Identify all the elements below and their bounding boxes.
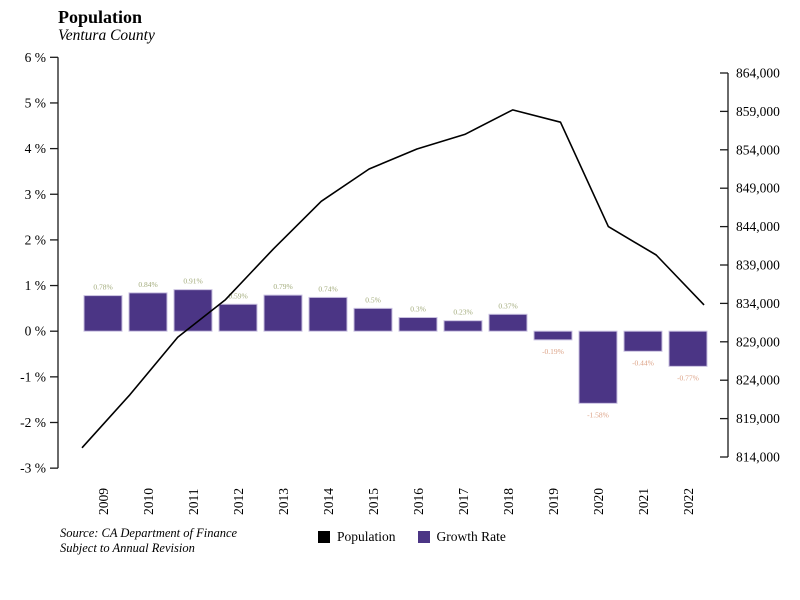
bar-value-label: 0.37% (498, 301, 517, 310)
growth-rate-bar (263, 294, 303, 332)
left-axis-tick-label: 3 % (25, 187, 46, 202)
growth-rate-bar (443, 320, 483, 332)
year-label: 2021 (636, 488, 651, 515)
year-label: 2010 (141, 488, 156, 515)
left-axis-tick-label: 6 % (25, 50, 46, 65)
source-line-2: Subject to Annual Revision (60, 541, 195, 555)
legend-label-population: Population (337, 529, 396, 544)
right-axis-tick-label: 864,000 (736, 66, 780, 81)
left-axis-tick-label: -2 % (20, 415, 46, 430)
legend-item-growth-rate: Growth Rate (417, 529, 506, 545)
right-axis-tick-label: 849,000 (736, 181, 780, 196)
growth-rate-bar (308, 296, 348, 332)
right-axis-tick-label: 839,000 (736, 258, 780, 273)
left-axis-tick-label: 0 % (25, 324, 46, 339)
year-label: 2020 (591, 488, 606, 515)
year-label: 2019 (546, 488, 561, 515)
right-axis-tick-label: 854,000 (736, 142, 780, 157)
bar-value-label: 0.84% (138, 280, 157, 289)
bar-value-label: 0.3% (410, 305, 426, 314)
year-label: 2018 (501, 488, 516, 515)
right-axis-tick-label: 829,000 (736, 334, 780, 349)
bar-value-label: 0.59% (228, 291, 247, 300)
year-label: 2022 (681, 488, 696, 515)
growth-rate-bar (668, 330, 708, 367)
year-label: 2015 (366, 488, 381, 515)
page-title: Population (58, 7, 143, 27)
right-axis-tick-label: 859,000 (736, 104, 780, 119)
bar-value-label: -0.44% (632, 358, 654, 367)
year-label: 2011 (186, 489, 201, 516)
growth-rate-bar (83, 295, 123, 332)
bar-value-label: 0.74% (318, 284, 337, 293)
year-label: 2017 (456, 488, 471, 515)
growth-rate-bar (353, 307, 393, 332)
year-label: 2016 (411, 488, 426, 515)
bar-value-label: -0.77% (677, 373, 699, 382)
left-axis-tick-label: -1 % (20, 369, 46, 384)
growth-rate-bar (578, 330, 618, 404)
page-subtitle: Ventura County (58, 27, 155, 44)
bar-value-label: -0.19% (542, 347, 564, 356)
left-axis-tick-label: 5 % (25, 95, 46, 110)
right-axis-tick-label: 819,000 (736, 411, 780, 426)
growth-rate-bar (128, 292, 168, 332)
right-axis-tick-label: 814,000 (736, 450, 780, 465)
bar-value-label: -1.58% (587, 410, 609, 419)
left-axis-tick-label: 1 % (25, 278, 46, 293)
growth-rate-bar (623, 330, 663, 352)
right-axis-tick-label: 834,000 (736, 296, 780, 311)
growth-rate-bar (533, 330, 573, 341)
right-axis-tick-label: 844,000 (736, 219, 780, 234)
source-note: Source: CA Department of Finance Subject… (60, 526, 237, 556)
left-axis-tick-label: 2 % (25, 232, 46, 247)
bar-value-label: 0.5% (365, 295, 381, 304)
left-axis-tick-label: -3 % (20, 461, 46, 476)
right-axis-tick-label: 824,000 (736, 373, 780, 388)
legend-label-growth-rate: Growth Rate (436, 529, 506, 544)
source-line-1: Source: CA Department of Finance (60, 526, 238, 540)
left-axis-tick-label: 4 % (25, 141, 46, 156)
population-swatch-icon (318, 531, 330, 543)
year-label: 2013 (276, 488, 291, 515)
bar-value-label: 0.23% (453, 308, 472, 317)
bar-value-label: 0.91% (183, 277, 202, 286)
bar-value-label: 0.79% (273, 282, 292, 291)
growth-rate-bar (218, 303, 258, 332)
bar-value-label: 0.78% (93, 283, 112, 292)
chart-legend: Population Growth Rate (318, 529, 506, 545)
legend-item-population: Population (318, 529, 396, 545)
growth-rate-swatch-icon (417, 531, 430, 543)
growth-rate-bar (488, 313, 528, 332)
year-label: 2014 (321, 488, 336, 515)
growth-rate-bar (398, 317, 438, 332)
year-label: 2009 (96, 488, 111, 515)
population-line (81, 109, 705, 449)
year-label: 2012 (231, 488, 246, 515)
